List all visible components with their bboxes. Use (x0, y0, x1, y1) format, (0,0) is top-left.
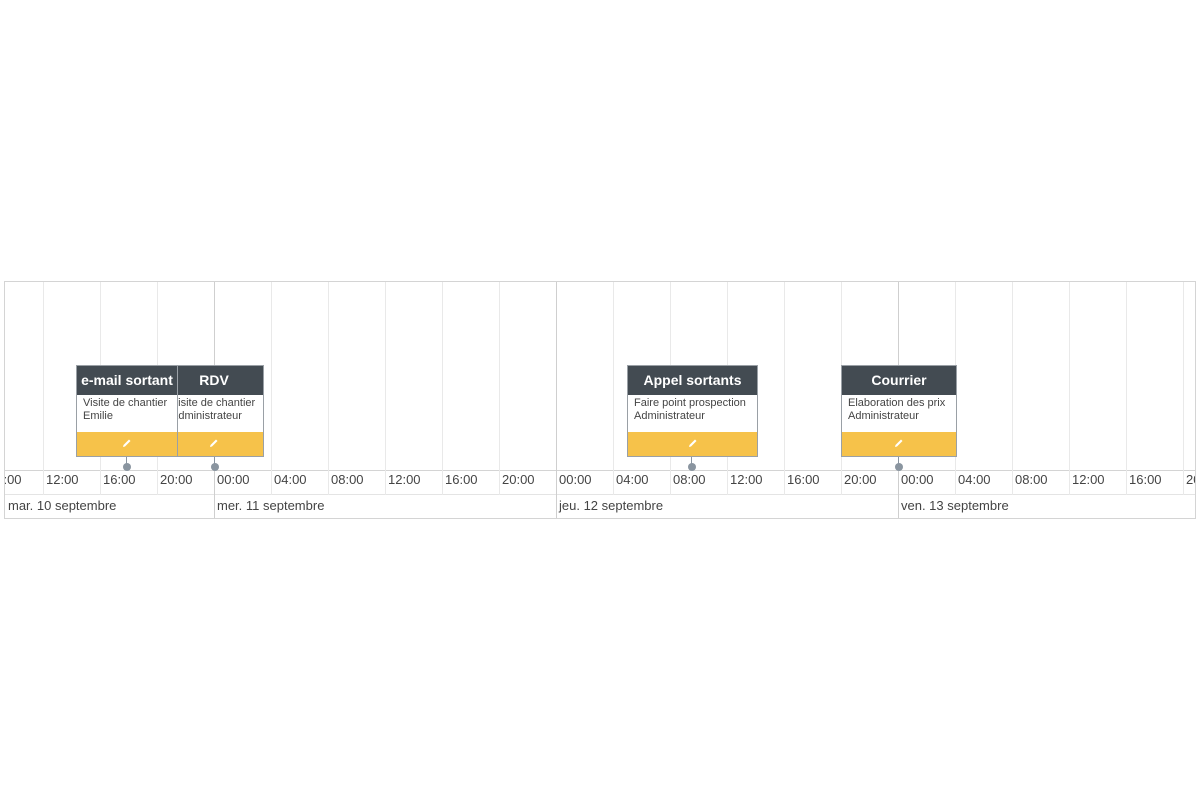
grid-line (784, 282, 785, 495)
event-marker (210, 463, 219, 471)
event-body: Visite de chantier Administrateur (165, 395, 263, 433)
event-title: RDV (165, 366, 263, 395)
hour-label: 00:00 (901, 472, 934, 487)
hour-label: 16:00 (445, 472, 478, 487)
event-title: Appel sortants (628, 366, 757, 395)
event-line: Administrateur (634, 410, 705, 422)
event-line: Elaboration des prix (848, 397, 946, 409)
event-marker (894, 463, 903, 471)
hour-label: 20:00 (844, 472, 877, 487)
event-body: Faire point prospection Administrateur (628, 395, 757, 433)
hour-label: 20:00 (160, 472, 193, 487)
hour-label: 08:00 (4, 472, 22, 487)
edit-button[interactable] (842, 432, 956, 456)
hour-label: 00:00 (559, 472, 592, 487)
event-card[interactable]: Appel sortants Faire point prospection Adm… (627, 365, 758, 457)
hour-label: 12:00 (388, 472, 421, 487)
hour-label: 08:00 (331, 472, 364, 487)
hour-label: 12:00 (46, 472, 79, 487)
hour-label: 04:00 (958, 472, 991, 487)
event-line: Administrateur (171, 410, 242, 422)
hour-label: 04:00 (616, 472, 649, 487)
edit-button[interactable] (165, 432, 263, 456)
edit-button[interactable] (628, 432, 757, 456)
event-line: Visite de chantier (171, 397, 256, 409)
event-line: Visite de chantier (83, 397, 168, 409)
day-label: ven. 13 septembre (901, 498, 1009, 513)
hour-label: 04:00 (274, 472, 307, 487)
hour-label: 16:00 (787, 472, 820, 487)
event-stem (898, 457, 899, 467)
grid-line (1183, 282, 1184, 495)
day-label: jeu. 12 septembre (559, 498, 664, 513)
day-label: mar. 10 septembre (8, 498, 117, 513)
event-card[interactable]: e-mail sortant Visite de chantier Emilie (76, 365, 178, 457)
day-label: mer. 11 septembre (217, 498, 325, 513)
event-body: Elaboration des prix Administrateur (842, 395, 956, 433)
event-line: Emilie (83, 410, 113, 422)
event-body: Visite de chantier Emilie (77, 395, 177, 433)
day-separator (556, 282, 557, 518)
grid-line (43, 282, 44, 495)
event-title: e-mail sortant (77, 366, 177, 395)
axis-line (5, 470, 1195, 471)
event-marker (122, 463, 131, 471)
hour-label: 08:00 (673, 472, 706, 487)
hour-label: 16:00 (103, 472, 136, 487)
event-title: Courrier (842, 366, 956, 395)
grid-line (1069, 282, 1070, 495)
event-line: Faire point prospection (634, 397, 746, 409)
grid-line (442, 282, 443, 495)
grid-line (1012, 282, 1013, 495)
hour-label: 08:00 (1015, 472, 1048, 487)
grid-line (613, 282, 614, 495)
event-card[interactable]: Courrier Elaboration des prix Administrate… (841, 365, 957, 457)
event-stem (691, 457, 692, 467)
grid-line (499, 282, 500, 495)
grid-line (271, 282, 272, 495)
hour-label: 20:00 (1186, 472, 1195, 487)
event-stem (126, 457, 127, 467)
grid-line (385, 282, 386, 495)
hour-label: 20:00 (502, 472, 535, 487)
event-card[interactable]: RDV Visite de chantier Administrateur (164, 365, 264, 457)
pencil-icon (688, 439, 696, 447)
hour-label: 00:00 (217, 472, 250, 487)
hour-label: 12:00 (730, 472, 763, 487)
pencil-icon (210, 439, 218, 447)
event-line: Administrateur (848, 410, 919, 422)
hour-label: 16:00 (1129, 472, 1162, 487)
pencil-icon (895, 439, 903, 447)
event-stem (214, 457, 215, 467)
edit-button[interactable] (77, 432, 177, 456)
hour-label: 12:00 (1072, 472, 1105, 487)
pencil-icon (123, 439, 131, 447)
timeline: 08:00 12:00 16:00 20:00 00:00 04:00 08:00 12:00… (4, 281, 1196, 519)
grid-line (328, 282, 329, 495)
grid-line (1126, 282, 1127, 495)
event-marker (687, 463, 696, 471)
day-row-line (5, 494, 1195, 495)
